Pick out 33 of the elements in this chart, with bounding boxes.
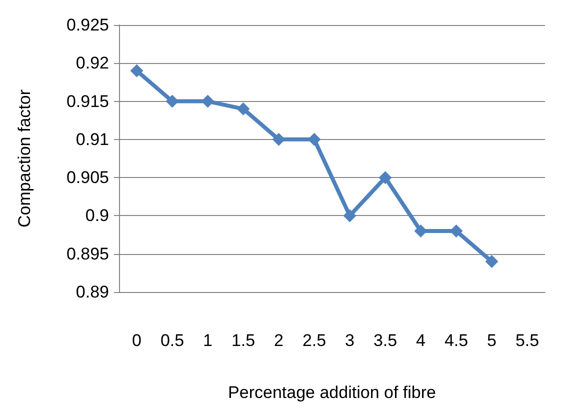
point: [166, 94, 179, 108]
point: [343, 209, 356, 222]
y-tick-label: 0.925: [66, 16, 109, 34]
x-tick-label: 2: [274, 331, 284, 350]
point: [485, 254, 498, 268]
point: [414, 224, 428, 238]
point: [450, 224, 463, 238]
y-tick-label: 0.9: [85, 206, 109, 226]
y-tick-label: 0.92: [76, 54, 109, 73]
x-tick-label: 4: [416, 331, 426, 350]
x-tick-label: 1: [203, 331, 212, 350]
x-tick-label: 4.5: [444, 331, 468, 350]
x-tick-label: 0: [132, 331, 142, 350]
point: [308, 132, 321, 146]
x-tick-label: 1.5: [231, 331, 256, 350]
point: [378, 171, 392, 184]
y-tick-label: 0.905: [66, 168, 109, 188]
x-tick-label: 5.5: [515, 331, 540, 350]
point: [272, 132, 286, 146]
x-tick-label: 5: [487, 331, 496, 350]
y-axis-title: Compaction factor: [15, 89, 34, 228]
y-tick-label: 0.895: [66, 244, 109, 264]
x-tick-label: 0.5: [160, 331, 184, 350]
point: [130, 64, 144, 78]
x-tick-label: 3.5: [373, 331, 398, 350]
x-axis-title: Percentage addition of fibre: [228, 383, 436, 402]
x-tick-label: 2.5: [302, 331, 326, 350]
point: [201, 94, 214, 108]
y-tick-label: 0.915: [66, 92, 109, 111]
point: [236, 102, 250, 116]
x-tick-label: 3: [345, 331, 354, 350]
y-tick-label: 0.89: [76, 282, 109, 302]
y-tick-label: 0.91: [76, 130, 109, 149]
